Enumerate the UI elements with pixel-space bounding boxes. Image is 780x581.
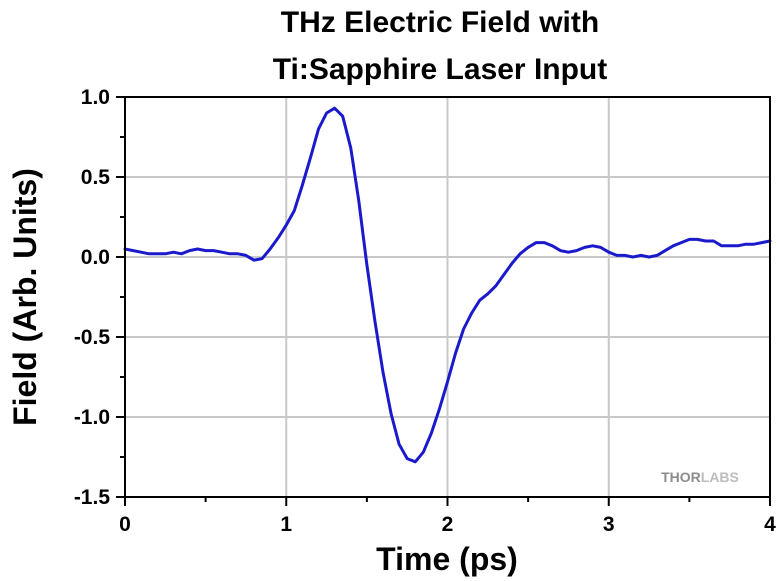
y-tick-label: -1.0 — [74, 406, 110, 429]
y-tick-label: -0.5 — [74, 326, 111, 349]
plot-frame — [124, 96, 771, 498]
y-axis-label: Field (Arb. Units) — [7, 168, 43, 426]
chart-title-line-2: Ti:Sapphire Laser Input — [273, 53, 608, 86]
watermark-part-2: LABS — [701, 469, 739, 485]
x-tick-label: 1 — [280, 513, 292, 536]
x-tick-label: 0 — [119, 513, 131, 536]
x-tick-label: 2 — [442, 513, 454, 536]
y-tick-label: 0.0 — [81, 246, 110, 269]
chart-title-line-1: THz Electric Field with — [281, 6, 599, 39]
series-line — [123, 106, 772, 464]
grid — [125, 97, 770, 497]
y-tick-label: 1.0 — [81, 86, 110, 109]
x-axis-label: Time (ps) — [376, 541, 518, 577]
y-tick-label: -1.5 — [74, 486, 111, 509]
axis-tick-labels: 0 1 2 3 4 1.0 0.5 0.0 -0.5 -1.0 -1.5 — [74, 86, 776, 536]
x-tick-label: 4 — [764, 513, 776, 536]
thorlabs-watermark: THORLABS — [661, 469, 739, 485]
axis-ticks — [116, 96, 771, 506]
watermark-part-1: THOR — [661, 469, 701, 485]
y-tick-label: 0.5 — [81, 166, 111, 189]
x-tick-label: 3 — [603, 513, 615, 536]
